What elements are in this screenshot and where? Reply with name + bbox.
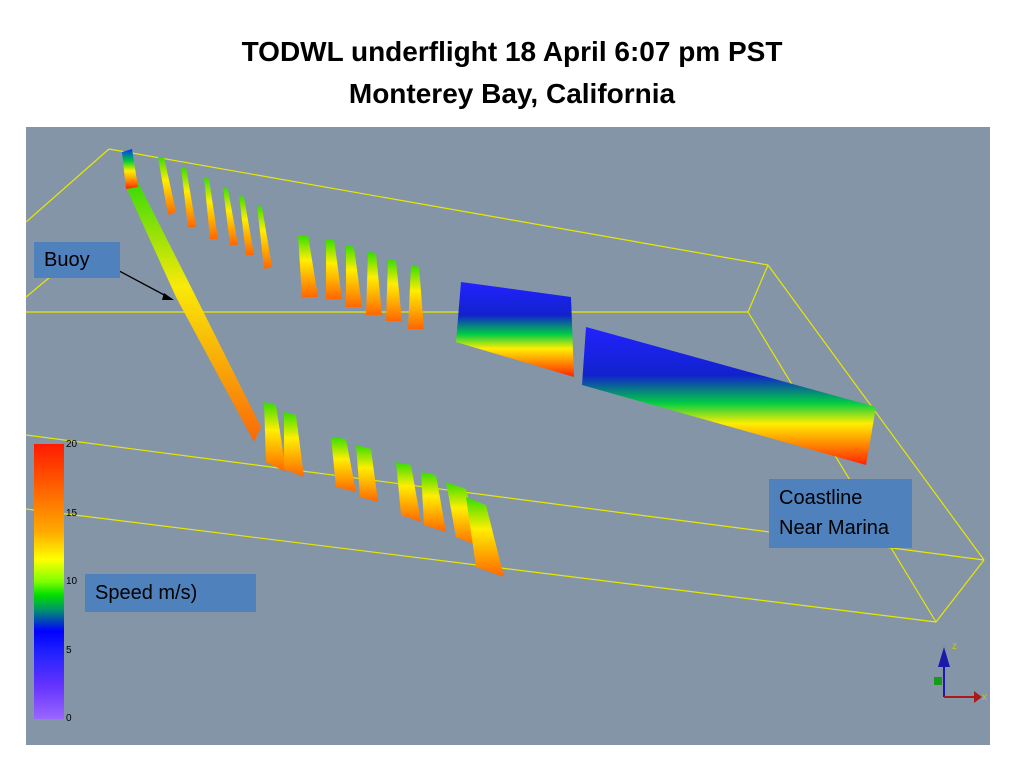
axes-gizmo — [934, 647, 982, 703]
visualization-viewport[interactable]: z x 20 15 10 5 0 Buoy Coastline Near Mar… — [26, 127, 990, 745]
profiles-lower-row — [264, 402, 504, 577]
wind-profile-3d-scene: z x — [26, 148, 987, 703]
colorbar-tick-15: 15 — [66, 508, 78, 519]
colorbar-tick-5: 5 — [66, 645, 72, 656]
speed-colorbar — [34, 444, 64, 719]
coastline-label-line2: Near Marina — [779, 517, 890, 539]
flight-track-diagonal — [122, 149, 261, 442]
profiles-coastal-segment — [456, 282, 876, 465]
coastline-label-line1: Coastline — [779, 487, 863, 509]
bounding-box — [26, 148, 985, 623]
profiles-middle-row — [298, 235, 424, 329]
buoy-label: Buoy — [34, 242, 120, 278]
profiles-top-row — [158, 157, 272, 269]
slide-title-line1: TODWL underflight 18 April 6:07 pm PST — [241, 36, 783, 67]
coastline-label: Coastline Near Marina — [769, 479, 912, 548]
speed-label: Speed m/s) — [85, 574, 256, 612]
axis-x-label: x — [982, 692, 987, 703]
colorbar-tick-10: 10 — [66, 576, 78, 587]
colorbar-tick-0: 0 — [66, 713, 72, 724]
axis-z-label: z — [952, 641, 957, 652]
colorbar-tick-20: 20 — [66, 439, 78, 450]
slide-title-line2: Monterey Bay, California — [348, 78, 676, 109]
